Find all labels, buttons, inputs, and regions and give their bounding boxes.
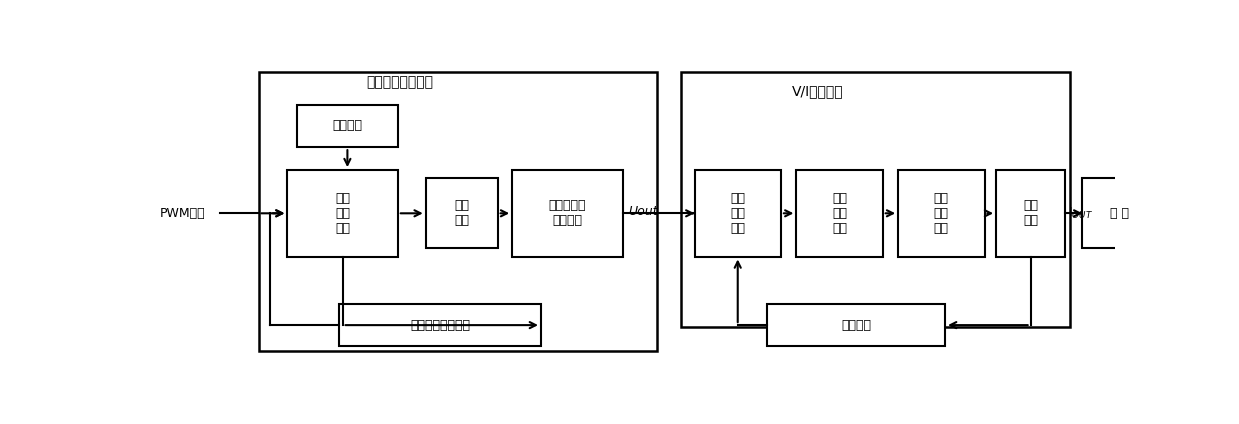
Text: 幅度
变换
电路: 幅度 变换 电路 — [335, 192, 351, 235]
Text: 功率
放大
电路: 功率 放大 电路 — [934, 192, 949, 235]
Bar — [512, 170, 622, 257]
Bar — [1083, 178, 1157, 248]
Bar — [767, 304, 945, 346]
Bar — [339, 304, 541, 346]
Text: 负 载: 负 载 — [1110, 207, 1130, 220]
Bar — [426, 178, 498, 248]
Bar — [695, 170, 781, 257]
Text: 电压放大及
缓冲电路: 电压放大及 缓冲电路 — [549, 199, 586, 227]
Text: 基准电压发生电路: 基准电压发生电路 — [367, 75, 434, 89]
Text: 互补
驱动
电路: 互补 驱动 电路 — [833, 192, 847, 235]
Text: 检测
电阵: 检测 电阵 — [1023, 199, 1038, 227]
Text: Uout: Uout — [628, 205, 658, 218]
Bar — [681, 72, 1070, 327]
Text: 并联线性控制电路: 并联线性控制电路 — [410, 318, 470, 332]
Text: 反馈电路: 反馈电路 — [841, 318, 871, 332]
Bar — [297, 105, 398, 147]
Text: PWM输入: PWM输入 — [160, 207, 206, 220]
Bar — [287, 170, 398, 257]
Bar — [797, 170, 882, 257]
Bar — [996, 170, 1066, 257]
Text: 参考电压: 参考电压 — [332, 120, 362, 132]
Text: 求和
运算
电路: 求和 运算 电路 — [730, 192, 745, 235]
Text: 滤波
电路: 滤波 电路 — [455, 199, 470, 227]
Bar — [898, 170, 985, 257]
Bar — [259, 72, 657, 351]
Text: I$_{OUT}$: I$_{OUT}$ — [1068, 206, 1093, 221]
Text: V/I转换电路: V/I转换电路 — [792, 85, 844, 99]
